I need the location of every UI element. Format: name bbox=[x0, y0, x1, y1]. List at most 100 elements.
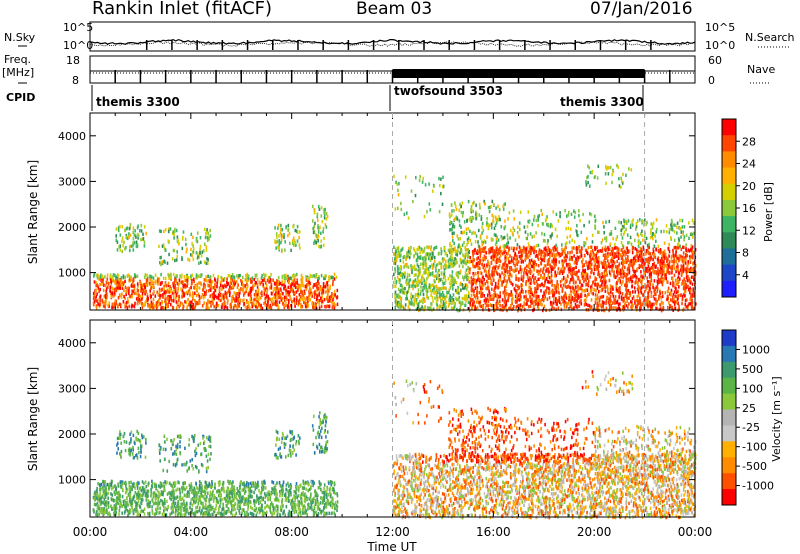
power-echo-1382 bbox=[220, 305, 223, 309]
power-echo-1233 bbox=[248, 305, 251, 310]
power-echo-4076 bbox=[596, 304, 598, 308]
power-echo-1575 bbox=[159, 261, 161, 265]
power-echo-1399 bbox=[324, 290, 327, 294]
power-echo-3546 bbox=[561, 269, 563, 274]
power-echo-4842 bbox=[449, 244, 451, 248]
power-echo-236 bbox=[263, 272, 265, 277]
power-echo-1777 bbox=[319, 245, 321, 249]
power-echo-3937 bbox=[435, 269, 437, 273]
power-echo-4459 bbox=[430, 284, 432, 288]
power-echo-3534 bbox=[571, 295, 573, 300]
power-echo-276 bbox=[246, 282, 248, 286]
power-echo-3480 bbox=[456, 253, 459, 257]
power-echo-3973 bbox=[497, 286, 500, 290]
power-echo-110 bbox=[125, 292, 127, 297]
power-echo-4067 bbox=[426, 245, 428, 249]
power-echo-4702 bbox=[631, 285, 633, 289]
power-echo-4733 bbox=[563, 259, 565, 264]
power-echo-1249 bbox=[309, 273, 312, 278]
power-echo-1228 bbox=[188, 303, 191, 307]
power-echo-3452 bbox=[422, 292, 425, 297]
power-echo-4218 bbox=[451, 277, 454, 281]
power-echo-4843 bbox=[482, 246, 485, 251]
power-echo-1633 bbox=[191, 242, 193, 246]
power-echo-1602 bbox=[198, 261, 200, 265]
power-echo-2443 bbox=[531, 291, 534, 295]
power-echo-3554 bbox=[430, 245, 433, 249]
power-echo-4689 bbox=[520, 260, 523, 264]
power-echo-3045 bbox=[435, 245, 438, 249]
power-echo-1145 bbox=[316, 286, 319, 291]
power-echo-3460 bbox=[488, 291, 491, 296]
power-echo-1211 bbox=[322, 284, 325, 289]
power-echo-1831 bbox=[520, 286, 523, 290]
power-echo-2118 bbox=[604, 248, 607, 253]
power-echo-2836 bbox=[417, 265, 420, 269]
power-echo-824 bbox=[226, 301, 229, 305]
power-echo-733 bbox=[221, 279, 223, 283]
power-echo-4556 bbox=[655, 247, 657, 251]
power-echo-3161 bbox=[429, 258, 432, 262]
power-echo-1293 bbox=[301, 276, 304, 280]
power-echo-2271 bbox=[573, 260, 576, 264]
power-echo-3007 bbox=[462, 301, 464, 306]
power-echo-1219 bbox=[283, 273, 286, 278]
power-echo-796 bbox=[226, 277, 228, 281]
power-echo-4296 bbox=[568, 267, 570, 272]
power-echo-586 bbox=[234, 299, 236, 303]
power-echo-4344 bbox=[490, 279, 492, 283]
power-echo-3520 bbox=[431, 263, 433, 267]
power-echo-4359 bbox=[506, 245, 509, 249]
power-echo-4837 bbox=[488, 209, 491, 214]
power-echo-3288 bbox=[433, 259, 436, 263]
power-echo-1464 bbox=[136, 298, 139, 302]
power-echo-4425 bbox=[668, 260, 671, 264]
power-echo-1869 bbox=[652, 283, 654, 287]
power-echo-84 bbox=[336, 288, 339, 293]
power-echo-2404 bbox=[407, 254, 410, 258]
power-echo-407 bbox=[257, 291, 260, 295]
power-echo-792 bbox=[146, 277, 149, 282]
power-echo-4649 bbox=[524, 247, 526, 251]
power-echo-3324 bbox=[449, 286, 452, 290]
power-echo-1148 bbox=[95, 304, 98, 308]
power-echo-2939 bbox=[689, 286, 691, 290]
power-echo-4189 bbox=[442, 276, 445, 280]
power-echo-2907 bbox=[477, 266, 480, 270]
power-echo-1331 bbox=[163, 306, 165, 310]
power-echo-4405 bbox=[533, 246, 535, 250]
power-echo-4518 bbox=[563, 294, 566, 298]
power-echo-1065 bbox=[324, 285, 327, 289]
power-echo-924 bbox=[113, 301, 116, 306]
power-echo-394 bbox=[108, 304, 110, 308]
power-echo-4605 bbox=[472, 282, 474, 286]
power-echo-1511 bbox=[125, 245, 127, 250]
power-echo-613 bbox=[241, 288, 244, 292]
power-echo-1521 bbox=[116, 240, 119, 244]
power-echo-4811 bbox=[470, 205, 473, 209]
power-echo-4364 bbox=[429, 272, 432, 276]
power-echo-176 bbox=[284, 298, 286, 303]
power-echo-4394 bbox=[681, 297, 684, 301]
power-echo-1090 bbox=[174, 290, 177, 294]
power-echo-2944 bbox=[657, 267, 659, 271]
power-echo-953 bbox=[134, 301, 136, 306]
power-echo-2416 bbox=[496, 272, 499, 276]
power-echo-4156 bbox=[558, 260, 561, 264]
power-echo-3361 bbox=[680, 293, 682, 297]
power-echo-3418 bbox=[491, 269, 493, 274]
power-echo-217 bbox=[177, 298, 180, 302]
power-echo-3903 bbox=[543, 291, 546, 296]
power-echo-1425 bbox=[325, 274, 327, 278]
power-echo-2890 bbox=[690, 275, 693, 279]
power-echo-983 bbox=[158, 290, 161, 294]
power-echo-3790 bbox=[420, 289, 422, 293]
power-echo-3889 bbox=[394, 267, 396, 271]
power-echo-1663 bbox=[181, 255, 183, 260]
power-echo-485 bbox=[222, 297, 225, 301]
power-echo-3581 bbox=[540, 289, 542, 293]
power-echo-700 bbox=[284, 284, 287, 289]
power-echo-3225 bbox=[672, 280, 674, 285]
power-echo-2898 bbox=[580, 271, 583, 276]
power-echo-1654 bbox=[195, 238, 198, 243]
